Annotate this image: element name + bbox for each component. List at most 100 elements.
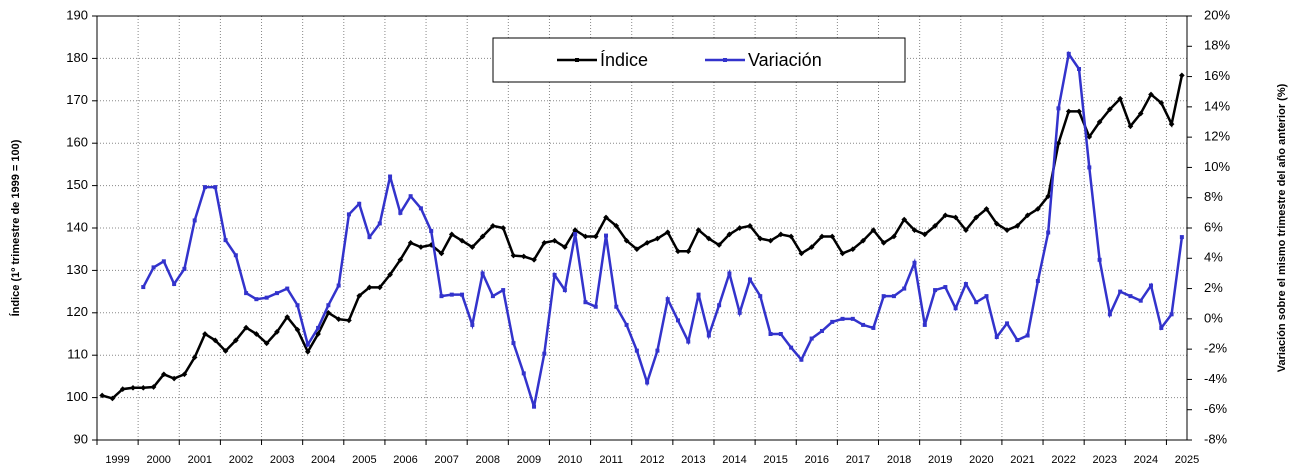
marker (901, 216, 908, 223)
marker (429, 229, 434, 234)
marker (542, 351, 547, 356)
y2-tick-label: 4% (1204, 250, 1223, 265)
marker (788, 233, 794, 240)
y-tick-label: 100 (66, 389, 88, 404)
marker (1055, 140, 1062, 147)
marker (840, 316, 845, 321)
marker (695, 227, 702, 233)
marker (1025, 333, 1030, 338)
marker (398, 210, 403, 215)
marker (335, 316, 342, 322)
marker (984, 294, 989, 299)
marker (1046, 230, 1051, 235)
marker (357, 201, 362, 206)
x-tick-label: 2008 (476, 454, 500, 466)
marker (850, 316, 855, 321)
marker (881, 294, 886, 299)
marker (305, 342, 310, 347)
x-tick-label: 2015 (763, 454, 787, 466)
y2-tick-label: 18% (1204, 38, 1230, 53)
marker (911, 227, 918, 233)
marker (829, 233, 836, 240)
x-tick-label: 2021 (1010, 454, 1034, 466)
marker (202, 331, 208, 337)
marker (572, 227, 578, 233)
marker (501, 288, 506, 293)
marker (634, 348, 639, 353)
y2-tick-label: -6% (1204, 401, 1228, 416)
marker (809, 336, 814, 341)
marker (192, 218, 197, 223)
marker (326, 303, 331, 308)
x-tick-label: 2024 (1134, 454, 1158, 466)
marker (284, 314, 291, 320)
marker (470, 322, 475, 327)
marker (603, 214, 609, 221)
marker (460, 292, 465, 297)
marker (1148, 91, 1154, 98)
x-tick-label: 2020 (969, 454, 993, 466)
marker (182, 266, 187, 271)
marker (1158, 100, 1165, 106)
marker (789, 345, 794, 350)
series-line (101, 75, 1184, 400)
marker (819, 233, 825, 240)
marker (551, 237, 558, 244)
marker (244, 291, 249, 296)
marker (860, 237, 866, 244)
y2-tick-label: 14% (1204, 98, 1230, 113)
marker (1179, 72, 1185, 79)
marker (520, 253, 527, 260)
marker (1117, 95, 1123, 102)
marker (696, 292, 701, 297)
marker (253, 331, 260, 337)
marker (861, 322, 866, 327)
marker (316, 325, 321, 330)
marker (304, 348, 311, 355)
marker (974, 300, 979, 305)
marker (141, 285, 146, 290)
y-tick-label: 160 (66, 135, 88, 150)
marker (768, 332, 773, 336)
y2-tick-label: -2% (1204, 341, 1228, 356)
marker (377, 221, 382, 226)
y2-axis-title: Variación sobre el mismo trimestre del a… (1276, 83, 1288, 372)
marker (119, 386, 126, 392)
marker (469, 244, 476, 250)
marker (222, 348, 229, 354)
marker (654, 235, 661, 242)
marker (717, 303, 722, 308)
y-tick-label: 150 (66, 177, 88, 192)
marker (202, 185, 207, 190)
marker (541, 240, 548, 246)
marker (387, 271, 393, 278)
marker (1056, 106, 1061, 111)
marker (1076, 108, 1082, 115)
marker (376, 284, 383, 291)
marker (274, 329, 280, 335)
marker (1168, 121, 1175, 127)
marker (161, 371, 167, 378)
marker (367, 235, 372, 240)
x-tick-label: 2003 (270, 454, 294, 466)
marker (973, 214, 980, 221)
marker (1169, 312, 1174, 317)
x-tick-label: 2012 (640, 454, 664, 466)
x-tick-label: 2005 (352, 454, 376, 466)
marker (830, 319, 835, 324)
marker (634, 246, 640, 253)
marker (439, 294, 444, 299)
marker (777, 231, 784, 238)
marker (747, 277, 752, 282)
x-tick-label: 2011 (599, 454, 623, 466)
y-axis-title: Índice (1º trimestre de 1999 = 100) (9, 139, 22, 316)
legend-marker (723, 58, 727, 62)
marker (716, 242, 722, 248)
marker (1005, 321, 1010, 326)
marker (1097, 257, 1102, 262)
marker (500, 225, 507, 231)
marker (295, 303, 300, 308)
marker (1015, 338, 1020, 343)
marker (849, 246, 856, 253)
marker (871, 325, 876, 330)
